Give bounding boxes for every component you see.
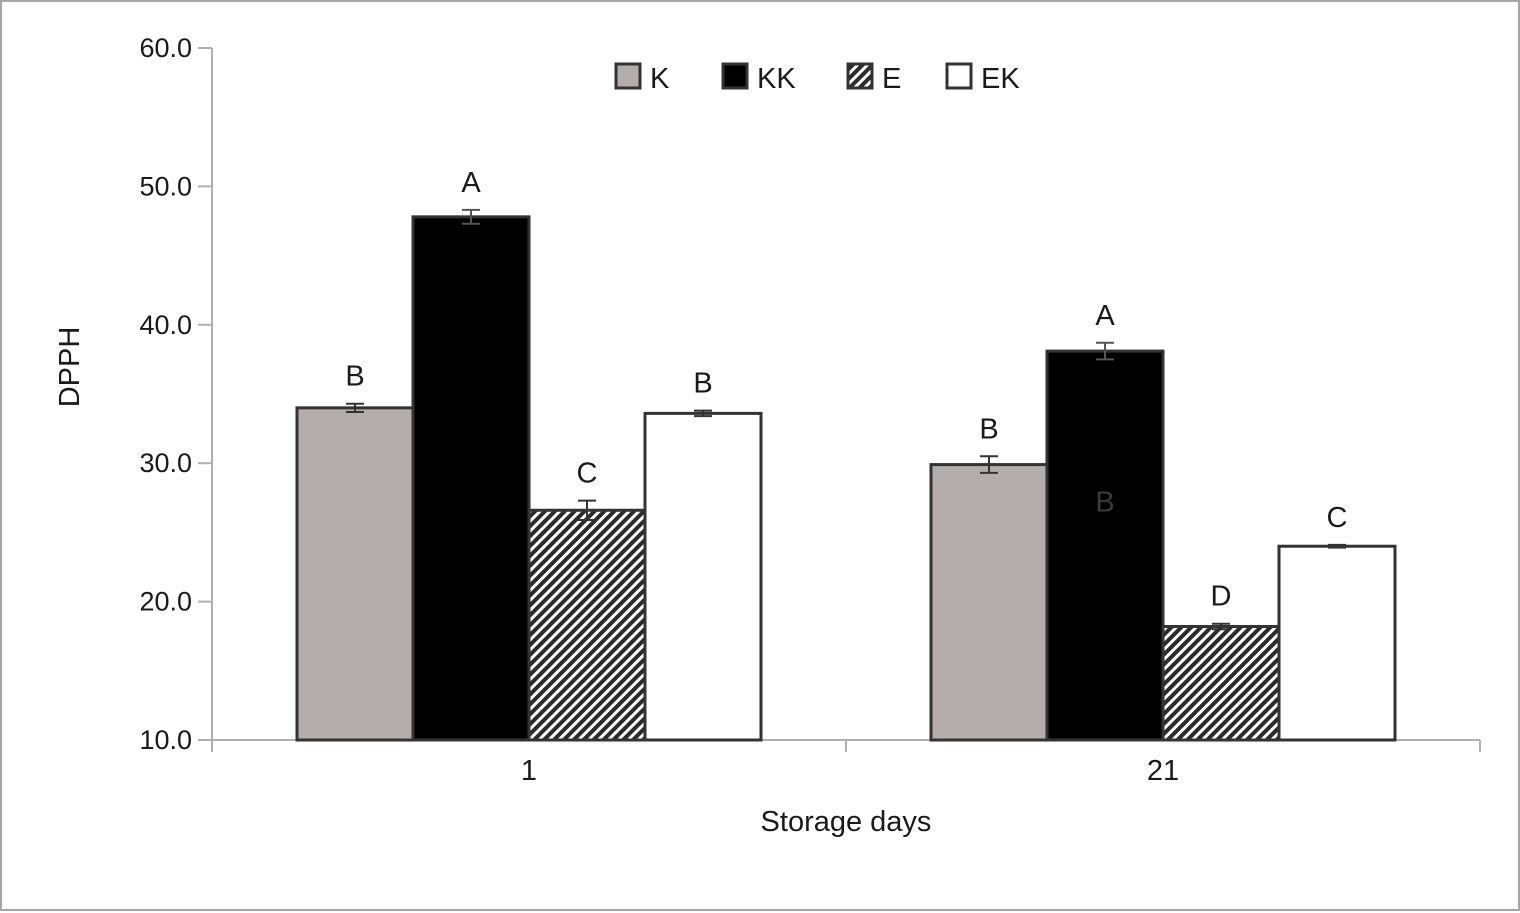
bars [295,208,1397,742]
legend-label-KK: KK [757,63,796,95]
significance-label: C [577,458,598,490]
bar-EK-1 [643,411,763,742]
y-tick-label: 50.0 [139,171,192,201]
x-category-label: 21 [1147,755,1179,787]
bar-E-1 [527,508,647,742]
axes: 10.0 20.0 30.0 40.0 50.0 60.0 1 21 Storage days D… [54,33,1481,838]
bar-K-1 [295,406,415,742]
legend-swatch-KK [721,62,749,90]
y-tick-label: 40.0 [139,310,192,340]
bar-KK-21 [1045,349,1165,742]
legend-swatch-K [614,62,642,90]
labels: B A C B B A D C B [345,167,1347,613]
legend-label-E: E [882,63,901,95]
bar-KK-1 [411,215,531,742]
legend-swatch-EK [945,62,973,90]
y-axis-title: DPPH [54,327,86,408]
y-tick-label: 60.0 [139,33,192,63]
x-axis-title: Storage days [761,806,932,838]
bar-EK-21 [1277,544,1397,742]
significance-label: D [1211,581,1232,613]
annotation-label: B [1095,487,1114,519]
significance-label: C [1327,502,1348,534]
x-category-label: 1 [521,755,537,787]
y-tick-label: 30.0 [139,448,192,478]
bar-E-21 [1161,625,1281,742]
significance-label: B [979,413,998,445]
y-tick-label: 10.0 [139,725,192,755]
legend-swatch-E [846,62,874,90]
legend: K KK E EK [614,62,1020,95]
bar-K-21 [929,463,1049,742]
legend-label-K: K [650,63,670,95]
y-tick-label: 20.0 [139,587,192,617]
significance-label: A [1095,300,1115,332]
significance-label: A [461,167,481,199]
significance-label: B [693,368,712,400]
legend-label-EK: EK [981,63,1020,95]
significance-label: B [345,361,364,393]
